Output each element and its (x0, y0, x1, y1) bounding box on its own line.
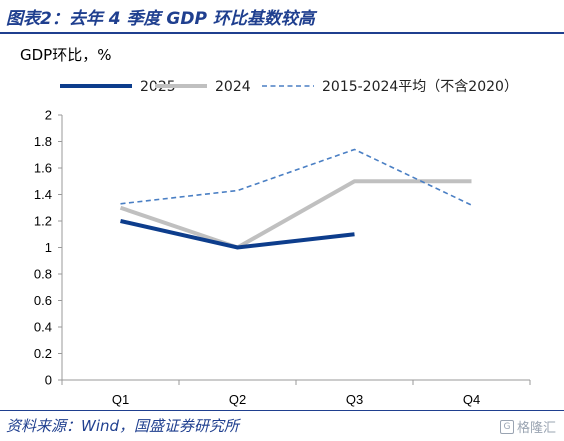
watermark-logo-icon: G (499, 419, 514, 434)
series-line-2 (119, 179, 472, 250)
legend-label: 2024 (215, 79, 251, 95)
y-tick-label: 0.4 (34, 320, 52, 335)
legend: 2025 2024 2015-2024平均（不含2020） (60, 79, 518, 95)
watermark: G 格隆汇 (499, 417, 556, 436)
y-tick-label: 1.4 (34, 187, 52, 202)
series-line-1 (120, 219, 355, 250)
series-lines (119, 148, 472, 250)
axes: 0 0.2 0.4 0.6 0.8 1 1.2 1.4 1.6 1.8 2 Q1 Q2 Q3 Q4 (34, 108, 531, 407)
y-tick-label: 2 (45, 108, 52, 123)
y-tick-label: 0.8 (34, 267, 52, 282)
y-tick-label: 0 (45, 373, 52, 388)
y-tick-label: 1 (45, 240, 52, 255)
title-divider (0, 32, 564, 34)
unit-label: GDP环比，% (20, 46, 112, 64)
x-tick-label: Q1 (112, 392, 129, 407)
x-tick-label: Q3 (346, 392, 363, 407)
y-tick-label: 1.6 (34, 161, 52, 176)
y-tick-label: 0.2 (34, 346, 52, 361)
x-tick-label: Q4 (463, 392, 480, 407)
source-note: 资料来源：Wind，国盛证券研究所 (6, 417, 240, 435)
x-tick-label: Q2 (229, 392, 246, 407)
footer-divider (0, 410, 564, 411)
y-tick-label: 1.8 (34, 134, 52, 149)
y-tick-label: 1.2 (34, 214, 52, 229)
figure-title: 图表2：去年 4 季度 GDP 环比基数较高 (6, 9, 315, 29)
y-tick-label: 0.6 (34, 293, 52, 308)
series-line-3 (120, 148, 472, 206)
legend-label: 2015-2024平均（不含2020） (322, 79, 518, 95)
watermark-text: 格隆汇 (516, 421, 556, 436)
